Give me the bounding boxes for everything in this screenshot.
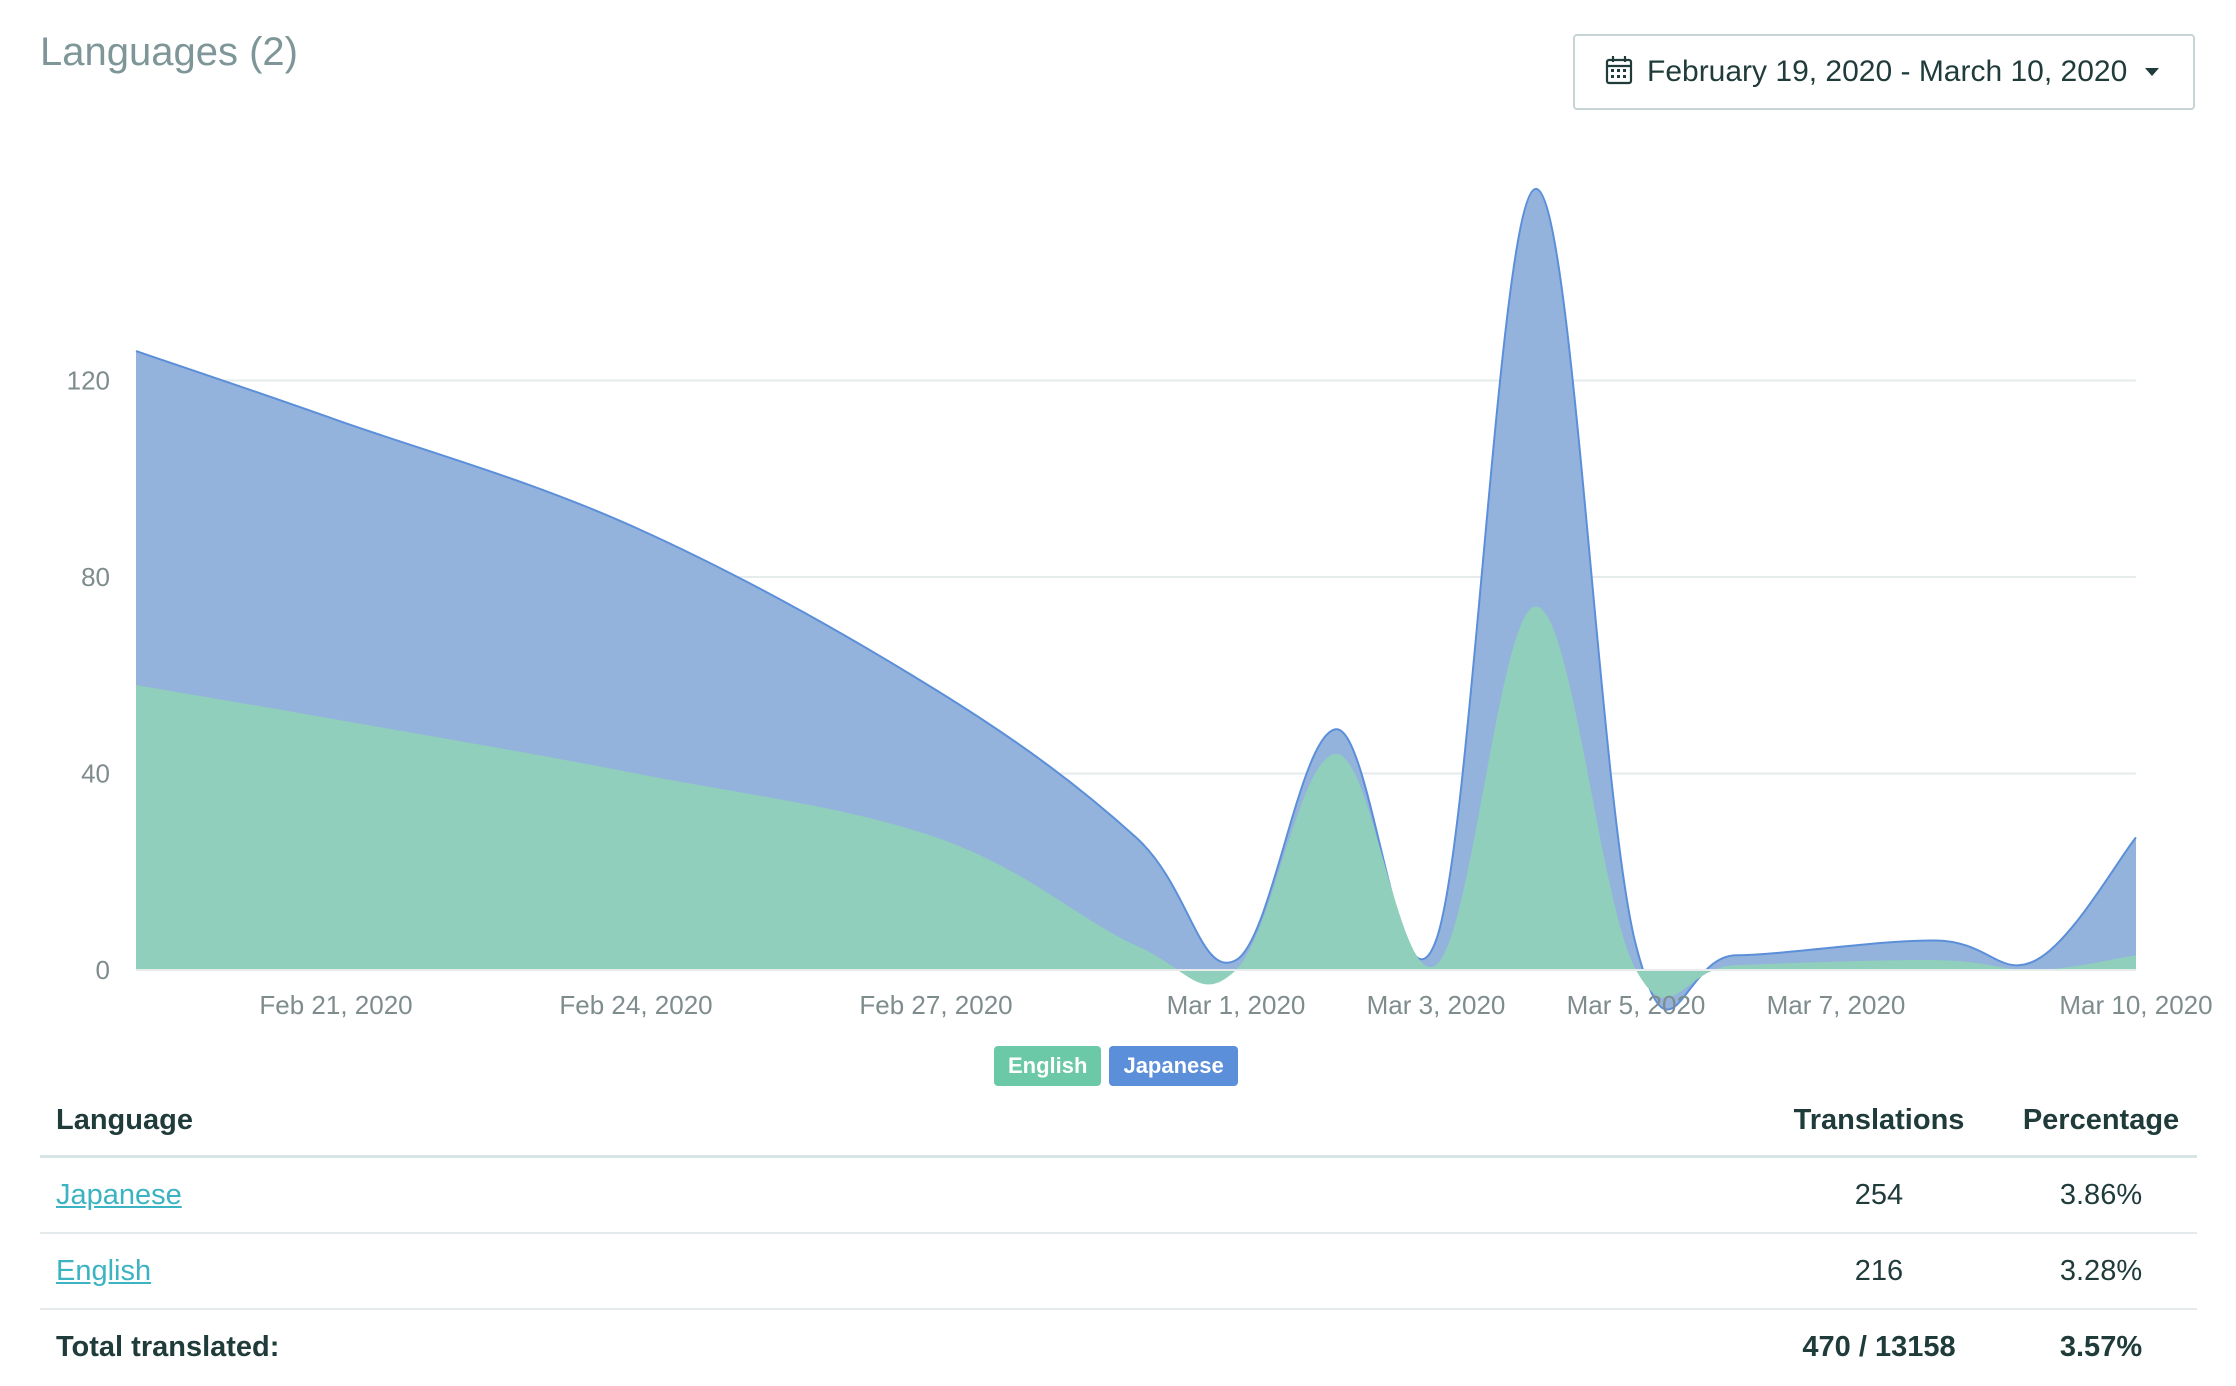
- x-tick-label: Feb 24, 2020: [559, 990, 712, 1020]
- legend-english[interactable]: English: [994, 1046, 1102, 1086]
- total-percentage: 3.57%: [2059, 1330, 2143, 1363]
- total-translations: 470 / 13158: [1802, 1330, 1956, 1363]
- x-tick-label: Mar 3, 2020: [1367, 990, 1506, 1020]
- series-area-english: [136, 606, 2136, 998]
- y-tick-label: 40: [81, 759, 110, 789]
- col-percentage: Percentage: [2005, 1085, 2197, 1158]
- language-link-japanese[interactable]: Japanese: [56, 1178, 182, 1211]
- y-tick-label: 0: [96, 955, 110, 985]
- chart-legend: English Japanese: [994, 1046, 1238, 1086]
- date-range-text: February 19, 2020 - March 10, 2020: [1647, 55, 2128, 88]
- y-tick-label: 80: [81, 562, 110, 592]
- table-header-row: Language Translations Percentage: [40, 1085, 2197, 1158]
- table-row: English 216 3.28%: [40, 1233, 2197, 1310]
- translations-cell: 254: [1753, 1156, 2005, 1234]
- table-row: Japanese 254 3.86%: [40, 1156, 2197, 1234]
- percentage-cell: 3.86%: [2005, 1156, 2197, 1234]
- percentage-cell: 3.28%: [2005, 1233, 2197, 1310]
- x-tick-label: Mar 1, 2020: [1167, 990, 1306, 1020]
- total-label: Total translated:: [56, 1330, 280, 1363]
- col-translations: Translations: [1753, 1085, 2005, 1158]
- y-tick-label: 120: [67, 366, 110, 396]
- x-tick-label: Mar 7, 2020: [1767, 990, 1906, 1020]
- languages-table: Language Translations Percentage Japanes…: [40, 1085, 2197, 1384]
- col-language: Language: [40, 1085, 1753, 1158]
- date-range-picker[interactable]: February 19, 2020 - March 10, 2020: [1573, 34, 2195, 110]
- legend-japanese[interactable]: Japanese: [1109, 1046, 1238, 1086]
- chevron-down-icon: [2145, 68, 2160, 76]
- translations-cell: 216: [1753, 1233, 2005, 1310]
- x-tick-label: Mar 10, 2020: [2059, 990, 2212, 1020]
- language-link-english[interactable]: English: [56, 1254, 152, 1287]
- x-tick-label: Feb 27, 2020: [859, 990, 1012, 1020]
- total-row: Total translated: 470 / 13158 3.57%: [40, 1309, 2197, 1384]
- page-title: Languages (2): [40, 30, 298, 74]
- x-tick-label: Mar 5, 2020: [1567, 990, 1706, 1020]
- area-chart: 0 40 80 120 Feb 21, 2020 Feb 24, 2020 Feb 27, …: [67, 187, 2213, 1020]
- series-line-japanese: [135, 187, 2137, 1011]
- calendar-icon: [1605, 55, 1633, 90]
- x-tick-label: Feb 21, 2020: [259, 990, 412, 1020]
